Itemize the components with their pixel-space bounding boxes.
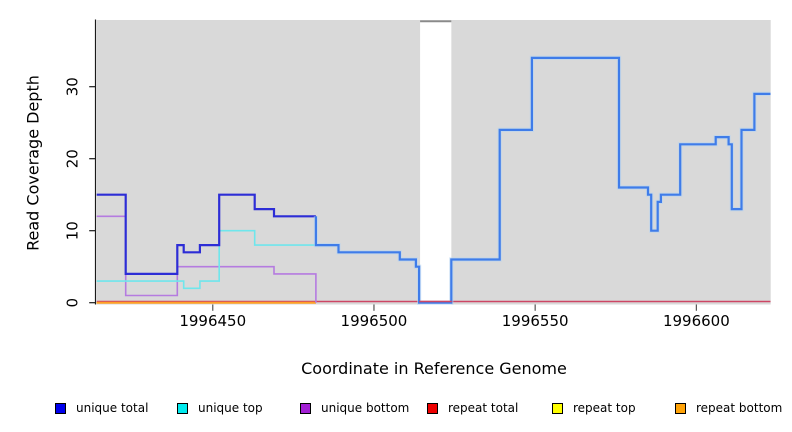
legend-swatch-repeat-top [552,402,563,414]
y-tick-label: 30 [64,77,82,96]
legend-item-repeat-total: repeat total [427,401,518,415]
legend-swatch-unique-bottom [300,402,311,414]
legend-label: unique bottom [321,401,410,415]
legend-label: unique total [76,401,149,415]
series-line-unique-total [96,193,316,275]
legend-swatch-unique-total [55,402,66,414]
series-line-unique-total-right [314,56,771,304]
y-tick-label: 10 [64,221,82,240]
no-data-gap [420,20,452,305]
legend-label: repeat total [448,401,519,415]
legend-label: repeat bottom [696,401,783,415]
legend-item-repeat-bottom: repeat bottom [675,401,782,415]
y-tick-label: 0 [64,298,82,308]
x-axis-title: Coordinate in Reference Genome [301,359,567,378]
x-tick-label: 1996500 [341,312,408,330]
legend-item-unique-total: unique total [55,401,148,415]
x-tick-label: 1996600 [663,312,730,330]
legend-swatch-repeat-bottom [675,402,686,414]
y-tick-label: 20 [64,149,82,168]
y-axis-title: Read Coverage Depth [23,75,43,251]
x-tick-label: 1996550 [502,312,569,330]
x-tick-label: 1996450 [179,312,246,330]
legend-item-repeat-top: repeat top [552,401,636,415]
legend-item-unique-bottom: unique bottom [300,401,409,415]
series-line-unique-top [96,229,339,290]
legend-label: unique top [198,401,263,415]
legend-label: repeat top [573,401,636,415]
legend-swatch-repeat-total [427,402,438,414]
legend-swatch-unique-top [177,402,188,414]
legend-item-unique-top: unique top [177,401,263,415]
